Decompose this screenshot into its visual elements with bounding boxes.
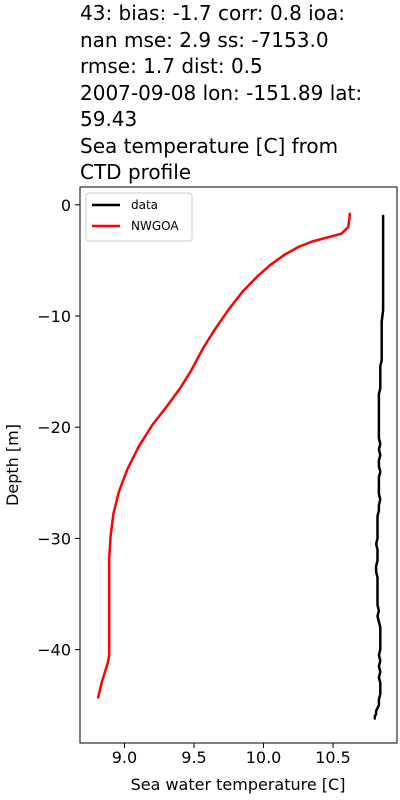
y-tick-label: −20 [37, 418, 71, 437]
x-axis-label: Sea water temperature [C] [131, 775, 346, 794]
y-tick-label: −30 [37, 529, 71, 548]
y-tick-label: −10 [37, 307, 71, 326]
legend: data NWGOA [85, 192, 193, 242]
y-axis-label: Depth [m] [3, 424, 22, 506]
x-tick-label: 9.0 [112, 748, 137, 767]
title-line: 59.43 [80, 107, 138, 131]
x-tick-label: 10.5 [315, 748, 351, 767]
chart-title: 43: bias: -1.7 corr: 0.8 ioa: nan mse: 2… [80, 0, 398, 186]
series-line-nwgoa [96, 212, 351, 699]
y-tick-label: −40 [37, 641, 71, 660]
y-tick-label: 0 [61, 196, 71, 215]
x-tick-label: 9.5 [181, 748, 206, 767]
x-axis-ticks: 9.0 9.5 10.0 10.5 [112, 743, 351, 767]
series-line-data [373, 214, 385, 720]
title-line: Sea temperature [C] from [80, 133, 339, 158]
y-axis-ticks: 0 −10 −20 −30 −40 [37, 196, 80, 660]
title-line: 43: bias: -1.7 corr: 0.8 ioa: [80, 1, 345, 25]
legend-label-nwgoa: NWGOA [131, 219, 179, 233]
title-line: CTD profile [80, 160, 192, 184]
legend-label-data: data [131, 198, 158, 212]
title-line: 2007-09-08 lon: -151.89 lat: [80, 80, 363, 105]
title-line: rmse: 1.7 dist: 0.5 [80, 54, 263, 78]
x-tick-label: 10.0 [246, 748, 282, 767]
series-layer [96, 212, 385, 720]
plot-frame [79, 186, 398, 744]
title-line: nan mse: 2.9 ss: -7153.0 [80, 27, 329, 52]
axes-layer [79, 186, 398, 744]
